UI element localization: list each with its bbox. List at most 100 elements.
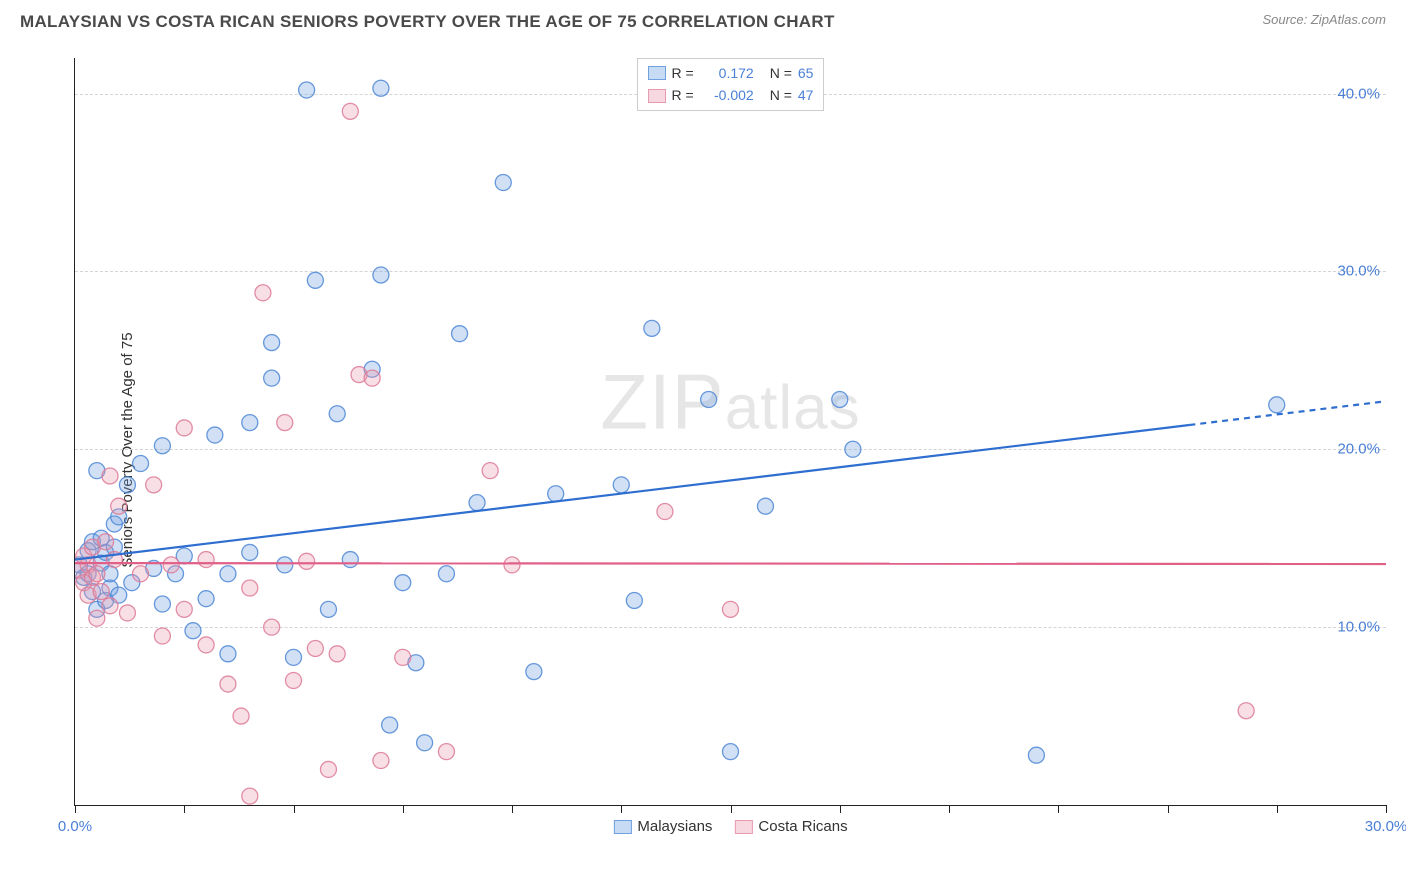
data-point — [220, 646, 236, 662]
data-point — [89, 566, 105, 582]
data-point — [1238, 703, 1254, 719]
series-legend-item: Malaysians — [613, 818, 712, 835]
data-point — [373, 753, 389, 769]
data-point — [242, 580, 258, 596]
x-tick-label: 30.0% — [1365, 818, 1406, 835]
data-point — [185, 623, 201, 639]
plot-area: R =0.172N =65R =-0.002N =47 ZIPatlas Mal… — [74, 58, 1386, 806]
data-point — [98, 534, 114, 550]
x-tick — [1277, 805, 1278, 813]
data-point — [644, 320, 660, 336]
x-tick — [1168, 805, 1169, 813]
data-point — [154, 438, 170, 454]
data-point — [277, 415, 293, 431]
data-point — [438, 744, 454, 760]
data-point — [102, 468, 118, 484]
data-point — [93, 584, 109, 600]
data-point — [526, 664, 542, 680]
data-point — [469, 495, 485, 511]
data-point — [417, 735, 433, 751]
data-point — [373, 80, 389, 96]
data-point — [395, 575, 411, 591]
x-tick — [949, 805, 950, 813]
x-tick — [1386, 805, 1387, 813]
data-point — [504, 557, 520, 573]
data-point — [233, 708, 249, 724]
data-point — [723, 744, 739, 760]
data-point — [299, 82, 315, 98]
data-point — [176, 601, 192, 617]
data-point — [495, 175, 511, 191]
data-point — [154, 628, 170, 644]
x-tick — [512, 805, 513, 813]
data-point — [264, 335, 280, 351]
data-point — [207, 427, 223, 443]
data-point — [220, 676, 236, 692]
data-point — [364, 370, 380, 386]
correlation-legend-row: R =-0.002N =47 — [648, 84, 814, 106]
data-point — [613, 477, 629, 493]
data-point — [548, 486, 564, 502]
x-tick — [403, 805, 404, 813]
x-tick — [294, 805, 295, 813]
data-point — [264, 619, 280, 635]
x-tick — [1058, 805, 1059, 813]
data-point — [220, 566, 236, 582]
chart-container: Seniors Poverty Over the Age of 75 R =0.… — [20, 48, 1386, 852]
data-point — [299, 553, 315, 569]
series-legend-label: Malaysians — [637, 818, 712, 835]
data-point — [626, 592, 642, 608]
data-point — [1269, 397, 1285, 413]
data-point — [342, 552, 358, 568]
data-point — [482, 463, 498, 479]
data-point — [657, 504, 673, 520]
data-point — [133, 566, 149, 582]
data-point — [1028, 747, 1044, 763]
data-point — [845, 441, 861, 457]
chart-title: MALAYSIAN VS COSTA RICAN SENIORS POVERTY… — [20, 12, 835, 32]
data-point — [452, 326, 468, 342]
data-point — [307, 272, 323, 288]
data-point — [382, 717, 398, 733]
data-point — [286, 649, 302, 665]
data-point — [198, 637, 214, 653]
data-point — [119, 477, 135, 493]
data-point — [320, 761, 336, 777]
data-point — [255, 285, 271, 301]
data-point — [286, 673, 302, 689]
source-attribution: Source: ZipAtlas.com — [1262, 12, 1386, 27]
data-point — [320, 601, 336, 617]
data-point — [133, 456, 149, 472]
data-point — [198, 591, 214, 607]
data-point — [342, 103, 358, 119]
series-legend-item: Costa Ricans — [734, 818, 847, 835]
legend-swatch — [734, 820, 752, 834]
data-point — [102, 598, 118, 614]
data-point — [329, 406, 345, 422]
x-tick — [621, 805, 622, 813]
data-point — [154, 596, 170, 612]
data-point — [242, 788, 258, 804]
data-point — [438, 566, 454, 582]
series-legend-label: Costa Ricans — [758, 818, 847, 835]
data-point — [119, 605, 135, 621]
data-point — [176, 420, 192, 436]
data-point — [329, 646, 345, 662]
trendline — [75, 563, 1386, 564]
legend-swatch — [648, 66, 666, 80]
data-point — [163, 557, 179, 573]
data-point — [198, 552, 214, 568]
data-point — [757, 498, 773, 514]
correlation-legend-row: R =0.172N =65 — [648, 62, 814, 84]
legend-swatch — [648, 89, 666, 103]
data-point — [264, 370, 280, 386]
plot-svg — [75, 58, 1386, 805]
correlation-legend: R =0.172N =65R =-0.002N =47 — [637, 58, 825, 111]
data-point — [701, 391, 717, 407]
data-point — [373, 267, 389, 283]
legend-swatch — [613, 820, 631, 834]
data-point — [242, 415, 258, 431]
data-point — [723, 601, 739, 617]
x-tick-label: 0.0% — [58, 818, 92, 835]
x-tick — [75, 805, 76, 813]
